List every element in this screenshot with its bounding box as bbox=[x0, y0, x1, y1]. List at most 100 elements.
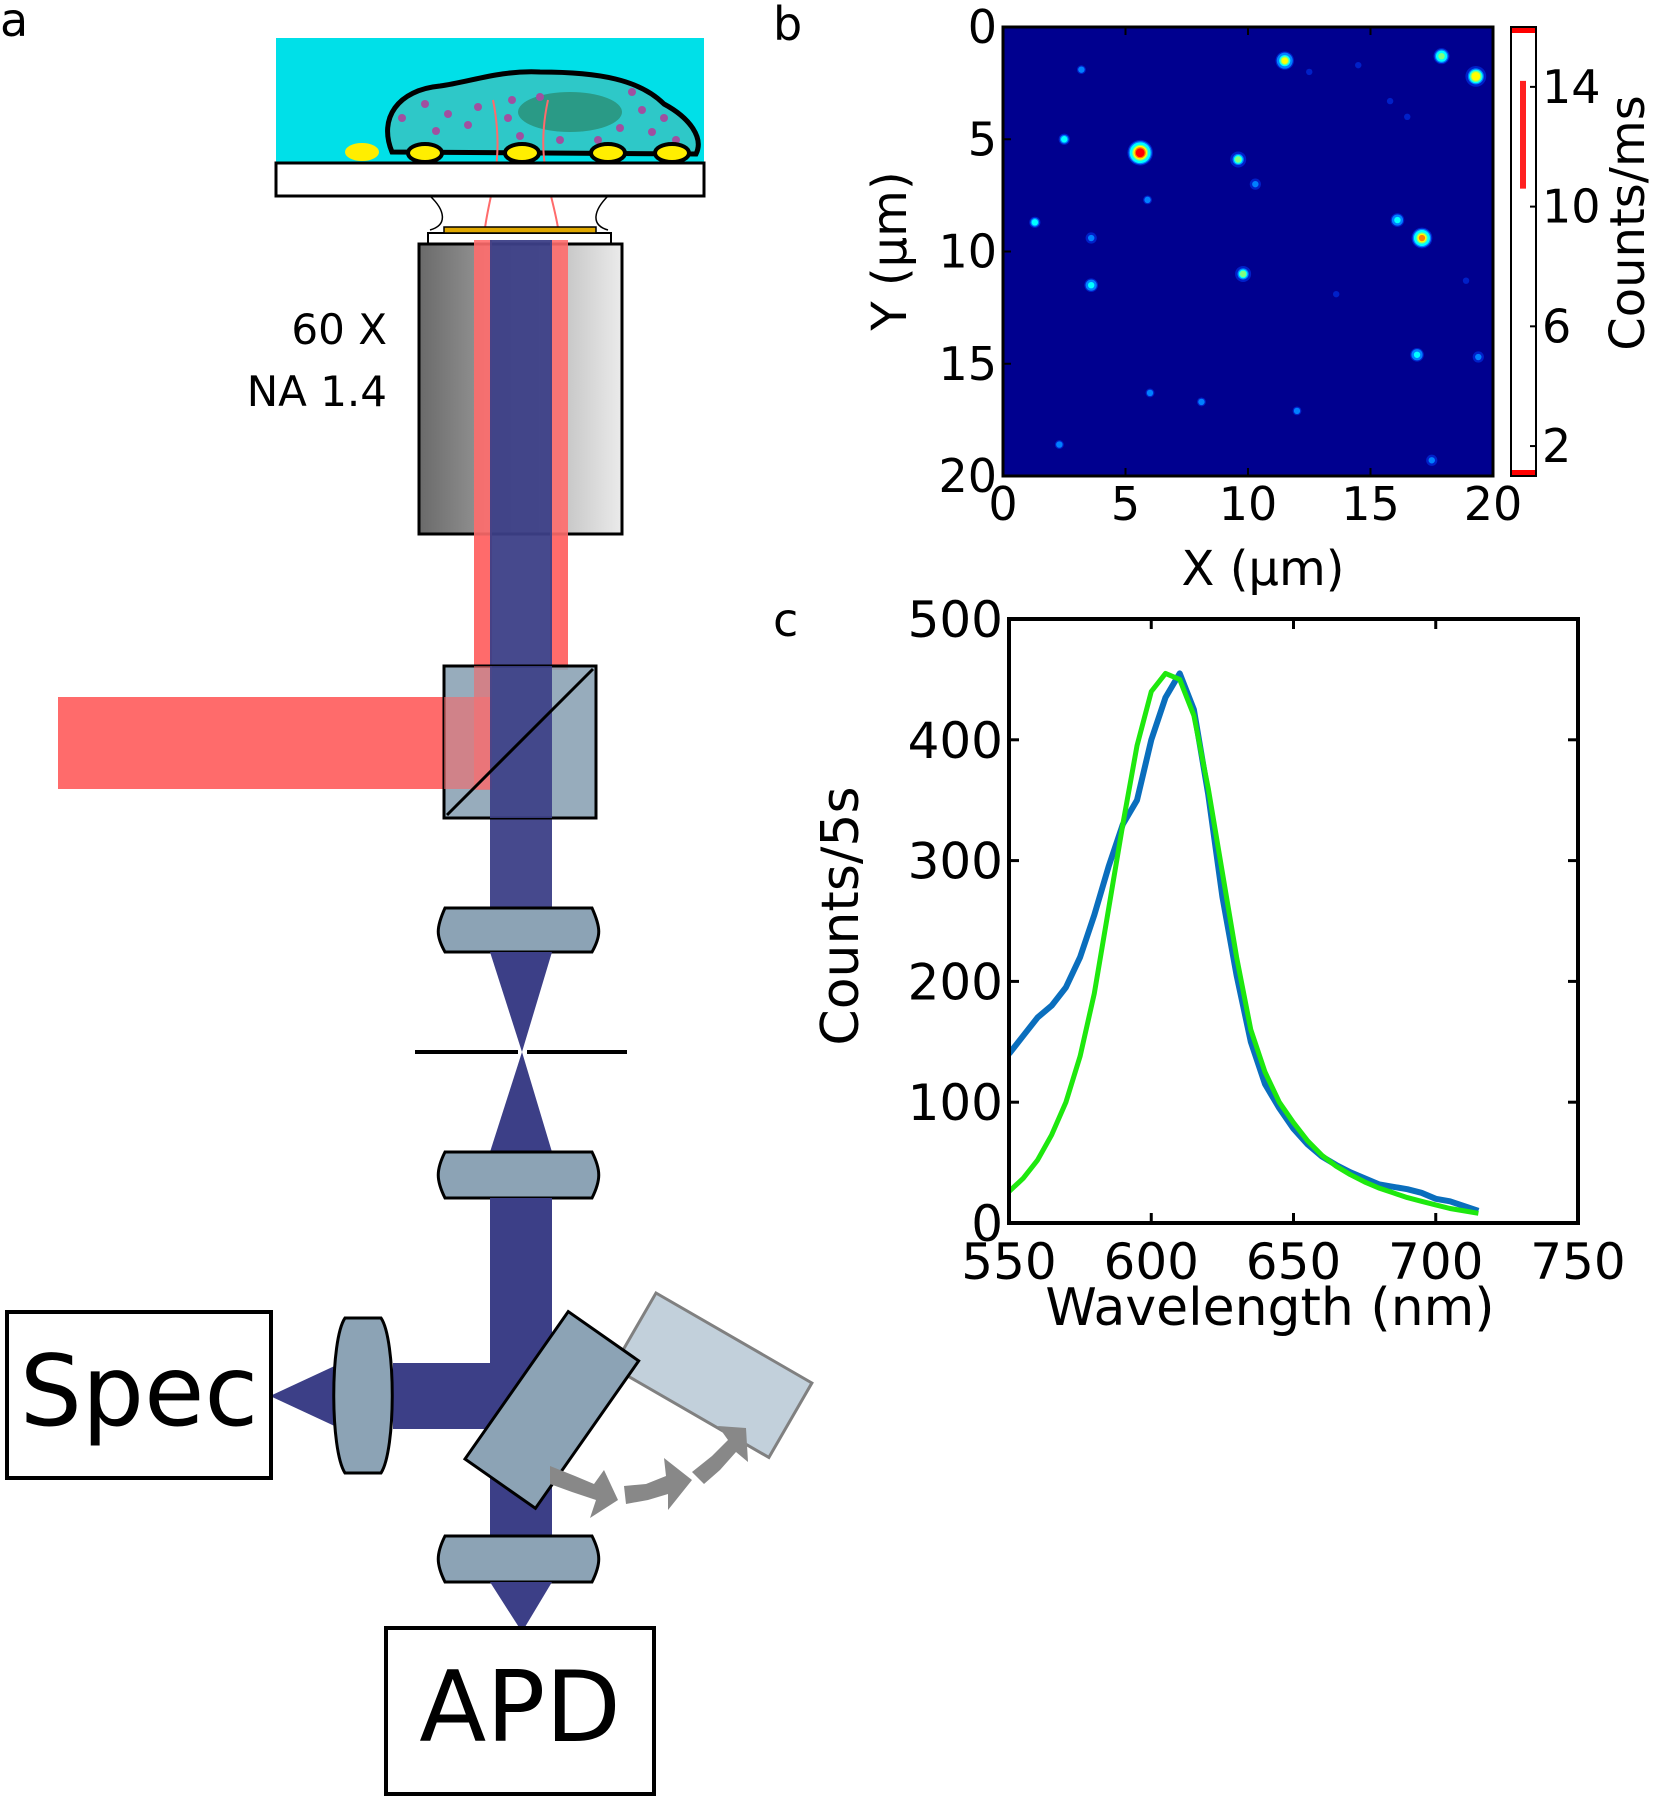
map-spot bbox=[1056, 441, 1063, 448]
spectrum-chart: 550 600 650 700 750 0 100 200 300 400 500 Waveleng… bbox=[811, 591, 1626, 1338]
flip-mirror-alt-position bbox=[610, 1290, 814, 1460]
spectrum-xtick-label: 750 bbox=[1530, 1233, 1625, 1291]
map-spot bbox=[1413, 351, 1421, 358]
spectrum-xtick-label: 700 bbox=[1388, 1233, 1483, 1291]
panel-label-a: a bbox=[0, 0, 28, 47]
map-spot bbox=[1462, 277, 1470, 284]
spectrum-fit-line bbox=[1009, 670, 1479, 1216]
colorbar-max-marker bbox=[1511, 27, 1536, 33]
colorbar-tick-label: 10 bbox=[1542, 180, 1601, 234]
colorbar-frame bbox=[1510, 26, 1537, 477]
map-xtick-label: 20 bbox=[1464, 477, 1523, 531]
spectrometer-box bbox=[5, 1310, 273, 1480]
colorbar: 2 6 10 14 bbox=[1511, 27, 1601, 476]
vesicles bbox=[398, 88, 680, 144]
map-xtick-label: 10 bbox=[1219, 477, 1278, 531]
map-ytick-label: 10 bbox=[938, 225, 997, 279]
map-spot bbox=[1428, 457, 1435, 464]
spectrum-series bbox=[1009, 670, 1480, 1216]
laser-through-objective-right bbox=[550, 240, 568, 670]
colorbar-tick-label: 2 bbox=[1542, 419, 1571, 473]
laser-input-beam bbox=[58, 697, 478, 789]
spectrum-ytick-label: 200 bbox=[908, 953, 1003, 1011]
emission-converging-cone bbox=[490, 952, 552, 1052]
map-spot bbox=[1144, 196, 1151, 204]
map-spot bbox=[1355, 61, 1362, 69]
map-spot bbox=[1438, 52, 1445, 60]
emission-beam-upper bbox=[490, 240, 552, 952]
coverslip bbox=[274, 161, 706, 198]
laser-through-objective-left bbox=[474, 240, 492, 670]
map-spot bbox=[1252, 180, 1259, 188]
lens-1 bbox=[436, 906, 601, 954]
colorbar-tick-label: 14 bbox=[1542, 60, 1601, 114]
map-spot bbox=[1198, 398, 1205, 406]
map-xlabel: X (µm) bbox=[1182, 541, 1345, 597]
lens-3 bbox=[436, 1534, 601, 1584]
map-ytick-label: 0 bbox=[968, 0, 997, 54]
colorbar-min-marker bbox=[1511, 470, 1536, 476]
map-xtick-label: 0 bbox=[988, 477, 1017, 531]
map-spot bbox=[1088, 234, 1095, 242]
map-spot bbox=[1394, 216, 1401, 224]
spectrum-ytick-label: 300 bbox=[908, 833, 1003, 891]
dichroic-mirror bbox=[445, 667, 595, 817]
map-spot bbox=[1306, 68, 1313, 76]
lens-2 bbox=[436, 1150, 601, 1200]
map-spot bbox=[1146, 389, 1154, 397]
setup-diagram: 60 X NA 1.4 bbox=[5, 38, 814, 1796]
apd-focus-cone bbox=[490, 1582, 552, 1632]
objective-na: NA 1.4 bbox=[247, 367, 387, 416]
spec-lens bbox=[332, 1316, 394, 1475]
map-spot bbox=[1239, 270, 1247, 278]
emission-diverging-cone bbox=[490, 1052, 552, 1152]
apd-box bbox=[384, 1626, 656, 1796]
map-background bbox=[1003, 27, 1493, 476]
map-image bbox=[1003, 27, 1493, 476]
map-spot bbox=[1061, 136, 1068, 143]
spec-focus-cone bbox=[270, 1363, 341, 1429]
map-spot bbox=[1281, 57, 1288, 64]
map-ytick-label: 5 bbox=[968, 112, 997, 166]
spectrum-ytick-label: 500 bbox=[908, 591, 1003, 649]
spectrum-xtick-label: 600 bbox=[1104, 1233, 1199, 1291]
rotation-arrows bbox=[550, 1426, 748, 1518]
objective-front-lens bbox=[443, 226, 597, 234]
map-xtick-label: 5 bbox=[1111, 477, 1140, 531]
colorbar-tick-label: 6 bbox=[1542, 299, 1571, 353]
colorbar-label: Counts/ms bbox=[1600, 95, 1656, 351]
map-spot bbox=[1472, 73, 1480, 80]
map-spot bbox=[1475, 353, 1482, 361]
spectrometer-label: Spec bbox=[20, 1335, 259, 1449]
flip-mirror bbox=[462, 1309, 641, 1511]
panel-label-c: c bbox=[773, 593, 798, 647]
map-spot bbox=[1418, 234, 1426, 242]
panel-label-b: b bbox=[773, 0, 802, 51]
spectrum-ylabel: Counts/5s bbox=[811, 786, 871, 1045]
map-spot bbox=[1078, 66, 1085, 73]
spectrum-measured-line bbox=[1009, 670, 1480, 1214]
map-spot bbox=[1088, 281, 1095, 289]
laser-in-cube-horizontal bbox=[444, 697, 492, 789]
spectrum-ytick-label: 400 bbox=[908, 712, 1003, 770]
spectrum-ytick-label: 0 bbox=[971, 1195, 1003, 1253]
apd-label: APD bbox=[419, 1651, 621, 1765]
spectrum-xtick-label: 650 bbox=[1246, 1233, 1341, 1291]
map-ylabel: Y (µm) bbox=[862, 171, 918, 331]
map-spot bbox=[1333, 290, 1340, 298]
map-xtick-label: 15 bbox=[1341, 477, 1400, 531]
cell-nucleus bbox=[518, 92, 622, 132]
map-ytick-label: 20 bbox=[938, 449, 997, 503]
objective-magnification: 60 X bbox=[291, 305, 387, 354]
spectrum-xtick-label: 550 bbox=[961, 1233, 1056, 1291]
map-spot bbox=[1235, 156, 1242, 163]
map-spot bbox=[1293, 407, 1301, 415]
map-spot bbox=[1031, 219, 1039, 226]
map-spot bbox=[1137, 149, 1144, 156]
spectrum-ytick-label: 100 bbox=[908, 1074, 1003, 1132]
map-ytick-label: 15 bbox=[938, 337, 997, 391]
map-spot bbox=[1386, 97, 1394, 105]
